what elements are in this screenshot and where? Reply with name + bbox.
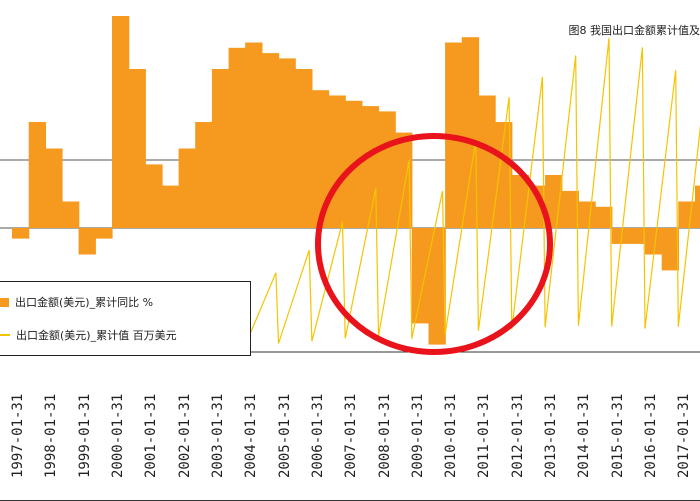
legend-item-line: 出口金额(美元)_累计值 百万美元 <box>0 326 177 344</box>
x-tick-label: 2006-01-31 <box>310 394 326 478</box>
x-tick-label: 2009-01-31 <box>410 394 426 478</box>
legend-item-bars: 出口金额(美元)_累计同比 % <box>0 293 153 311</box>
x-tick-label: 2001-01-31 <box>143 394 159 478</box>
x-tick-label: 2003-01-31 <box>210 394 226 478</box>
bar <box>379 111 396 228</box>
x-tick-label: 2000-01-31 <box>110 394 126 478</box>
bar <box>62 202 79 229</box>
x-tick-label: 2005-01-31 <box>277 394 293 478</box>
bar <box>179 149 196 229</box>
x-tick-label: 2017-01-31 <box>676 394 692 478</box>
bar <box>578 202 595 229</box>
x-tick-label: 2010-01-31 <box>443 394 459 478</box>
x-tick-label: 2004-01-31 <box>243 394 259 478</box>
x-axis-tick-labels: 1997-01-31 1998-01-31 1999-01-31 2000-01-31… <box>0 360 700 500</box>
bar <box>95 228 112 239</box>
bar <box>145 164 162 228</box>
bar <box>678 202 695 229</box>
bar <box>79 228 96 255</box>
x-tick-label: 2014-01-31 <box>576 394 592 478</box>
bar <box>645 228 662 255</box>
bar <box>662 228 679 270</box>
legend-label-line: 出口金额(美元)_累计值 百万美元 <box>16 327 177 343</box>
bar <box>229 48 246 228</box>
bar <box>162 186 179 228</box>
bar <box>562 191 579 228</box>
bar <box>245 43 262 229</box>
bar <box>412 228 429 323</box>
x-tick-label: 1998-01-31 <box>43 394 59 478</box>
x-tick-label: 2008-01-31 <box>377 394 393 478</box>
bar <box>129 69 146 228</box>
legend-line-swatch <box>0 334 10 336</box>
bar <box>212 69 229 228</box>
bar <box>29 122 46 228</box>
bar <box>279 58 296 228</box>
bar <box>262 53 279 228</box>
x-tick-label: 1999-01-31 <box>77 394 93 478</box>
x-tick-label: 2013-01-31 <box>543 394 559 478</box>
x-tick-label: 2016-01-31 <box>643 394 659 478</box>
bar <box>45 149 62 229</box>
chart-title: 图8 我国出口金额累计值及 <box>569 22 700 38</box>
legend-label-bars: 出口金额(美元)_累计同比 % <box>15 294 153 310</box>
bar <box>628 228 645 244</box>
bar <box>12 228 29 239</box>
x-tick-label: 2007-01-31 <box>343 394 359 478</box>
legend-bar-swatch <box>0 298 9 307</box>
bar <box>295 69 312 228</box>
bar <box>329 96 346 229</box>
bar <box>612 228 629 244</box>
x-tick-label: 2015-01-31 <box>610 394 626 478</box>
x-tick-label: 2011-01-31 <box>476 394 492 478</box>
bar <box>595 207 612 228</box>
bar <box>478 96 495 229</box>
bar <box>112 16 129 228</box>
x-tick-label: 1997-01-31 <box>10 394 26 478</box>
x-tick-label: 2002-01-31 <box>177 394 193 478</box>
bar <box>195 122 212 228</box>
chart-legend: 出口金额(美元)_累计同比 % 出口金额(美元)_累计值 百万美元 <box>0 281 251 356</box>
bar <box>695 186 700 228</box>
x-tick-label: 2012-01-31 <box>510 394 526 478</box>
